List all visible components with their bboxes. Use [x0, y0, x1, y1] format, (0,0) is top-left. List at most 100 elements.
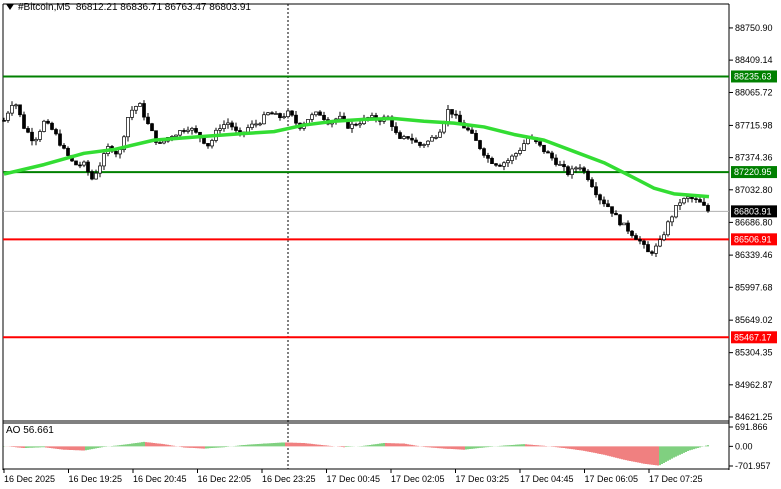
- candle-body: [686, 196, 690, 199]
- candle-body: [10, 105, 14, 114]
- level-tag-label: 85467.17: [734, 332, 772, 342]
- y-tick-label: 88065.72: [735, 87, 773, 97]
- candle-body: [578, 167, 582, 170]
- candle-body: [74, 160, 78, 166]
- x-tick-label: 17 Dec 07:25: [649, 474, 703, 484]
- symbol-label: #Bitcoin,M5: [18, 2, 71, 13]
- candle-body: [594, 186, 598, 196]
- candle-body: [50, 122, 54, 130]
- y-tick-label: 88409.14: [735, 55, 773, 65]
- y-tick-label: 84962.87: [735, 380, 773, 390]
- candle-body: [30, 131, 34, 142]
- candle-body: [470, 129, 474, 134]
- candle-body: [134, 106, 138, 111]
- candle-body: [82, 161, 86, 166]
- candle-body: [702, 201, 706, 206]
- candle-body: [410, 137, 414, 141]
- candle-body: [78, 164, 82, 167]
- candle-body: [234, 126, 238, 131]
- candle-body: [422, 144, 426, 146]
- candle-body: [538, 141, 542, 146]
- candle-body: [414, 139, 418, 143]
- candle-body: [458, 114, 462, 124]
- dropdown-arrow-icon[interactable]: [6, 4, 14, 11]
- candle-body: [26, 128, 30, 133]
- candle-body: [358, 123, 362, 126]
- ohlc-values: 86812.21 86836.71 86763.47 86803.91: [75, 2, 251, 13]
- candle-body: [270, 112, 274, 115]
- candle-body: [574, 167, 578, 170]
- level-tag-label: 88235.63: [734, 71, 772, 81]
- candle-body: [402, 136, 406, 139]
- candle-body: [514, 153, 518, 157]
- candle-body: [190, 128, 194, 131]
- candle-body: [554, 157, 558, 165]
- candle-body: [566, 166, 570, 175]
- x-tick-label: 16 Dec 22:05: [198, 474, 252, 484]
- candle-body: [226, 122, 230, 125]
- candle-body: [706, 205, 710, 212]
- candle-body: [138, 103, 142, 107]
- candle-body: [398, 132, 402, 139]
- candle-body: [290, 110, 294, 116]
- candle-body: [54, 129, 58, 135]
- candle-body: [38, 131, 42, 140]
- candle-body: [638, 239, 642, 242]
- candle-body: [146, 116, 150, 125]
- candle-body: [698, 199, 702, 203]
- y-tick-label: 87374.36: [735, 153, 773, 163]
- candle-body: [262, 114, 266, 125]
- candle-body: [86, 161, 90, 173]
- candle-body: [586, 170, 590, 180]
- candle-body: [478, 140, 482, 149]
- candle-body: [506, 160, 510, 164]
- candle-body: [590, 179, 594, 188]
- x-tick-label: 16 Dec 20:45: [133, 474, 187, 484]
- candle-body: [426, 140, 430, 145]
- candle-body: [654, 245, 658, 254]
- candle-body: [222, 124, 226, 129]
- candle-body: [130, 109, 134, 118]
- candle-body: [406, 136, 410, 139]
- candle-body: [562, 164, 566, 168]
- candle-body: [310, 114, 314, 120]
- candle-body: [622, 222, 626, 226]
- level-tag-label: 86506.91: [734, 234, 772, 244]
- candle-body: [438, 131, 442, 138]
- x-tick-label: 17 Dec 04:45: [520, 474, 574, 484]
- candle-body: [154, 130, 158, 143]
- candle-body: [678, 202, 682, 206]
- ao-tick-label: -701.957: [735, 461, 771, 471]
- candle-body: [210, 140, 214, 147]
- candle-body: [2, 119, 6, 122]
- candle-body: [682, 198, 686, 204]
- candle-body: [646, 244, 650, 253]
- level-tag: [731, 331, 777, 344]
- candle-body: [666, 221, 670, 236]
- chart-title: #Bitcoin,M5 86812.21 86836.71 86763.47 8…: [6, 2, 251, 13]
- candle-body: [6, 112, 10, 121]
- x-tick-label: 17 Dec 03:25: [456, 474, 510, 484]
- candle-body: [98, 165, 102, 174]
- ao-tick-label: 691.866: [735, 422, 768, 432]
- candle-body: [158, 142, 162, 144]
- candle-body: [62, 144, 66, 149]
- x-tick-label: 16 Dec 2025: [4, 474, 55, 484]
- candle-body: [274, 113, 278, 115]
- candle-body: [46, 120, 50, 124]
- y-tick-label: 85649.02: [735, 315, 773, 325]
- level-tag: [731, 233, 777, 246]
- candle-body: [278, 113, 282, 119]
- y-tick-label: 87032.80: [735, 185, 773, 195]
- candle-body: [490, 157, 494, 164]
- candle-body: [322, 114, 326, 120]
- candle-body: [162, 140, 166, 144]
- x-tick-label: 17 Dec 06:05: [585, 474, 639, 484]
- candle-body: [690, 196, 694, 200]
- candle-body: [494, 163, 498, 166]
- y-tick-label: 86686.80: [735, 217, 773, 227]
- x-tick-label: 16 Dec 19:25: [69, 474, 123, 484]
- candle-body: [14, 104, 18, 107]
- candle-body: [230, 122, 234, 128]
- candle-body: [658, 239, 662, 247]
